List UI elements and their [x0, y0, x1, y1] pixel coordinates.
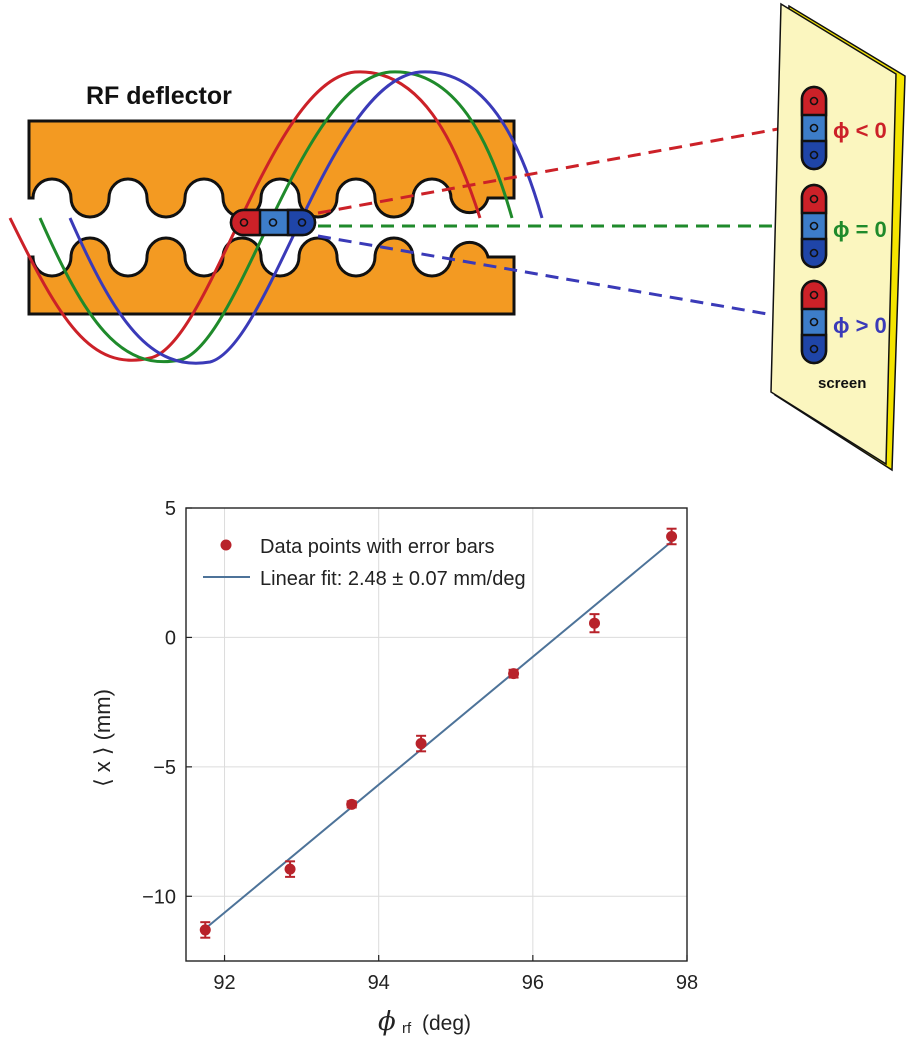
data-point — [346, 798, 358, 810]
data-point — [589, 613, 601, 634]
y-tick-label: 0 — [165, 627, 176, 649]
phase-negative-label: ϕ < 0 — [833, 118, 887, 143]
data-point — [415, 734, 427, 753]
x-tick-label: 92 — [213, 972, 235, 994]
screen-bunch-negative — [800, 85, 828, 171]
x-axis-label-unit: (deg) — [422, 1012, 471, 1035]
screen-bunch-positive — [800, 279, 828, 365]
x-tick-label: 98 — [676, 972, 698, 994]
data-point-marker — [508, 668, 520, 680]
phase-zero-label: ϕ = 0 — [833, 217, 887, 242]
lower-cavity-plate — [27, 236, 516, 316]
electron-bunch — [229, 208, 317, 237]
fit-layer — [204, 540, 673, 930]
linear-fit-line — [204, 540, 673, 930]
axis-ticks: 92 94 96 98 5 0 −5 −10 — [142, 498, 698, 994]
screen-bunch-zero — [800, 183, 828, 269]
x-axis-label: ϕ rf (deg) — [378, 1007, 471, 1037]
phase-positive-label: ϕ > 0 — [833, 313, 887, 338]
x-tick-label: 96 — [522, 972, 544, 994]
data-point — [284, 860, 296, 878]
data-point-marker — [589, 617, 601, 629]
data-point-marker — [346, 798, 358, 810]
deflector-title: RF deflector — [86, 82, 232, 110]
plot-frame — [185, 507, 688, 962]
screen-label: screen — [818, 375, 866, 392]
legend-label-fit: Linear fit: 2.48 ± 0.07 mm/deg — [260, 568, 526, 590]
x-axis-label-symbol: ϕ — [378, 1007, 396, 1037]
legend: Data points with error bars Linear fit: … — [203, 536, 526, 590]
y-axis-label: ⟨ x ⟩ (mm) — [90, 689, 115, 787]
data-point-marker — [415, 738, 427, 750]
data-point — [199, 921, 211, 939]
arrow-phase-negative — [317, 121, 802, 215]
data-points-layer — [199, 527, 678, 939]
data-point-marker — [199, 924, 211, 936]
y-tick-label: −10 — [142, 886, 176, 908]
y-tick-label: 5 — [165, 498, 176, 520]
rf-deflector-diagram: RF deflector screen — [8, 2, 906, 472]
phase-scan-chart: 92 94 96 98 5 0 −5 −10 Data points with error b… — [90, 498, 698, 1037]
legend-label-data: Data points with error bars — [260, 536, 495, 558]
data-point — [666, 527, 678, 546]
plot-area — [186, 508, 687, 961]
data-point-marker — [666, 530, 678, 542]
arrow-phase-positive — [317, 234, 804, 324]
data-point — [508, 668, 520, 680]
x-axis-label-subscript: rf — [402, 1020, 412, 1037]
upper-cavity-plate — [27, 119, 516, 219]
legend-marker-data — [220, 539, 232, 551]
data-point-marker — [284, 863, 296, 875]
x-tick-label: 94 — [368, 972, 390, 994]
y-tick-label: −5 — [153, 757, 176, 779]
